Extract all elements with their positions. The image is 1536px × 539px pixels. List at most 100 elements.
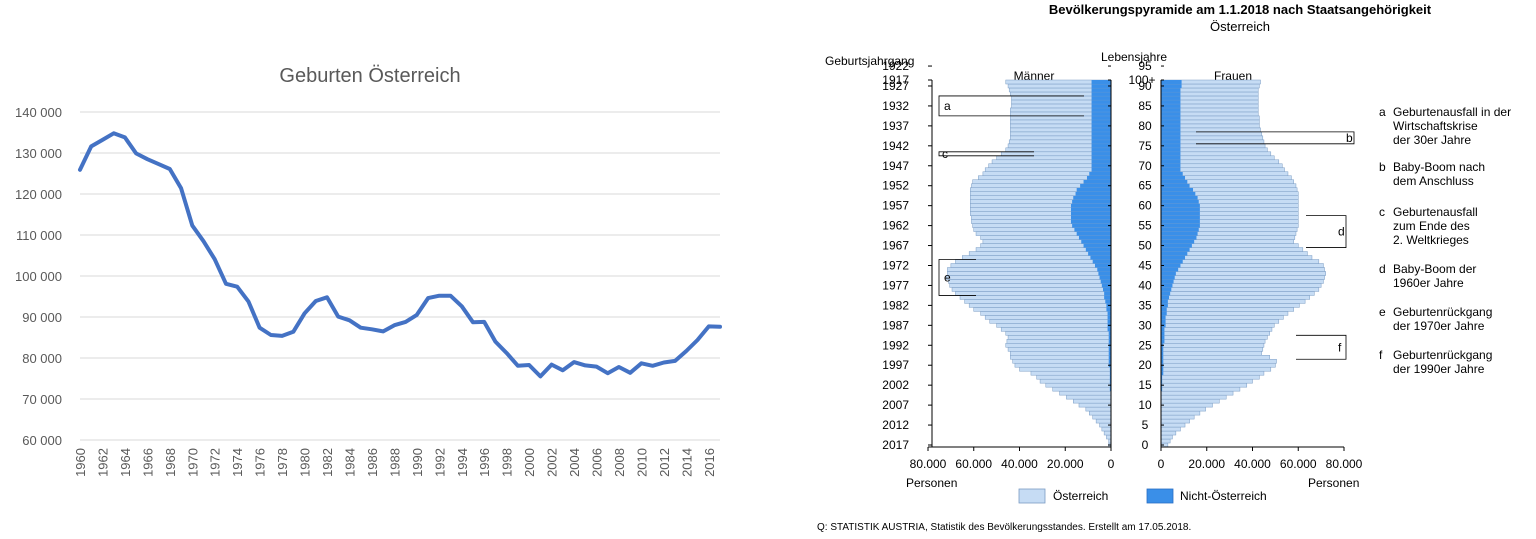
bar-male-foreign [1075,191,1111,196]
bar-male-austrian [946,275,1112,280]
bar-male-foreign [1104,291,1111,296]
x-tick-label: 1982 [320,448,335,477]
bar-male-foreign [1108,335,1111,340]
birth-year-label: 1917 [882,73,909,87]
bar-female-foreign [1161,271,1176,276]
x-unit-label-left: Personen [906,476,957,490]
bar-female-austrian [1160,283,1322,288]
bar-male-austrian [955,259,1112,264]
bar-male-foreign [1092,259,1111,264]
age-label: 90 [1138,79,1152,93]
bar-male-austrian [949,283,1112,288]
bar-male-austrian [1007,347,1112,352]
male-x-tick-label: 0 [1108,457,1115,471]
female-x-tick-label: 20.000 [1188,457,1225,471]
legend-label-austrian: Österreich [1053,489,1108,503]
bar-male-austrian [1106,434,1112,440]
bar-male-austrian [962,255,1112,260]
bar-female-foreign [1161,315,1166,320]
x-unit-label-right: Personen [1308,476,1359,490]
x-tick-label: 1962 [95,448,110,477]
note-letter: d [1379,262,1386,276]
bar-male-foreign [1091,99,1111,104]
bar-male-foreign [1091,159,1111,164]
bar-male-austrian [1000,327,1112,332]
bar-male-foreign [1091,119,1111,124]
birth-year-label: 1922 [882,59,909,73]
bar-male-austrian [980,311,1112,316]
bar-female-foreign [1161,155,1181,160]
y-tick-label: 80 000 [22,351,62,366]
bar-female-austrian [1160,307,1294,312]
bar-female-austrian [1160,382,1248,388]
bar-male-austrian [1101,426,1112,432]
bar-male-foreign [1109,371,1111,376]
x-tick-label: 1992 [432,448,447,477]
y-tick-label: 120 000 [15,187,62,202]
birth-year-label: 1947 [882,159,909,173]
male-x-tick-label: 20.000 [1047,457,1084,471]
bar-male-foreign [1105,299,1111,304]
x-tick-label: 1972 [208,448,223,477]
age-label: 65 [1138,179,1152,193]
bar-female-foreign [1161,247,1190,252]
bracket-line [938,95,1084,117]
bar-male-foreign [1073,195,1111,200]
birth-year-label: 1967 [882,239,909,253]
legend-swatch-austrian [1018,488,1046,504]
bar-female-austrian [1160,430,1177,436]
legend-swatch-foreign [1146,488,1174,504]
bar-female-austrian [1160,434,1173,440]
bar-male-foreign [1091,151,1111,156]
bar-female-foreign [1161,175,1186,180]
bar-male-austrian [1012,358,1112,364]
bracket-line [1196,131,1355,145]
bar-male-austrian [1030,370,1112,376]
bar-male-foreign [1091,163,1111,168]
bar-male-foreign [1106,307,1111,312]
birth-year-axis-title: Geburtsjahrgang [825,54,914,68]
pyramid-annotations: a b c d e f a Geburtenausfall in der Wirtschafts… [938,95,1511,376]
note-letter: f [1379,348,1383,362]
y-tick-label: 110 000 [16,228,62,243]
age-label: 35 [1138,298,1152,312]
female-x-tick-label: 60.000 [1280,457,1317,471]
bar-female-foreign [1161,195,1198,200]
bar-male-austrian [1092,414,1112,420]
bracket-letter: d [1338,225,1345,239]
bar-male-foreign [1108,359,1111,364]
bar-male-foreign [1091,139,1111,144]
female-x-tick-label: 80.000 [1326,457,1363,471]
bar-male-foreign [1108,339,1111,344]
bar-female-foreign [1161,191,1196,196]
bar-female-foreign [1161,171,1183,176]
bar-female-foreign [1161,127,1181,132]
bar-male-foreign [1091,147,1111,152]
x-tick-label: 2000 [522,448,537,477]
pyramid-title: Bevölkerungspyramide am 1.1.2018 nach St… [1049,2,1432,17]
bar-male-foreign [1094,263,1111,268]
bar-female-foreign [1161,187,1194,192]
bar-female-foreign [1161,239,1195,244]
bar-female-austrian [1160,263,1324,268]
bar-male-foreign [1107,311,1111,316]
bar-female-foreign [1161,335,1165,340]
bar-male-foreign [1081,239,1111,244]
bar-female-foreign [1161,255,1186,260]
bar-female-austrian [1160,374,1260,380]
bar-female-foreign [1161,243,1192,248]
bar-male-austrian [950,263,1112,268]
annotation-note-a: a Geburtenausfall in der Wirtschaftskrise d… [1379,105,1511,147]
bar-male-austrian [959,295,1112,300]
bracket-letter: f [1338,340,1342,354]
bar-female-foreign [1161,87,1181,92]
x-tick-label: 1988 [387,448,402,477]
annotation-bracket-b: b [1196,131,1355,145]
bar-female-austrian [1160,275,1325,280]
bar-female-foreign [1161,339,1165,344]
bar-female-austrian [1160,343,1265,348]
age-label: 55 [1138,219,1152,233]
x-tick-label: 1960 [73,448,88,477]
y-axis-ticks: 140 000 130 000 120 000 110 000 100 000 90 00… [15,105,62,448]
bar-male-foreign [1104,295,1111,300]
